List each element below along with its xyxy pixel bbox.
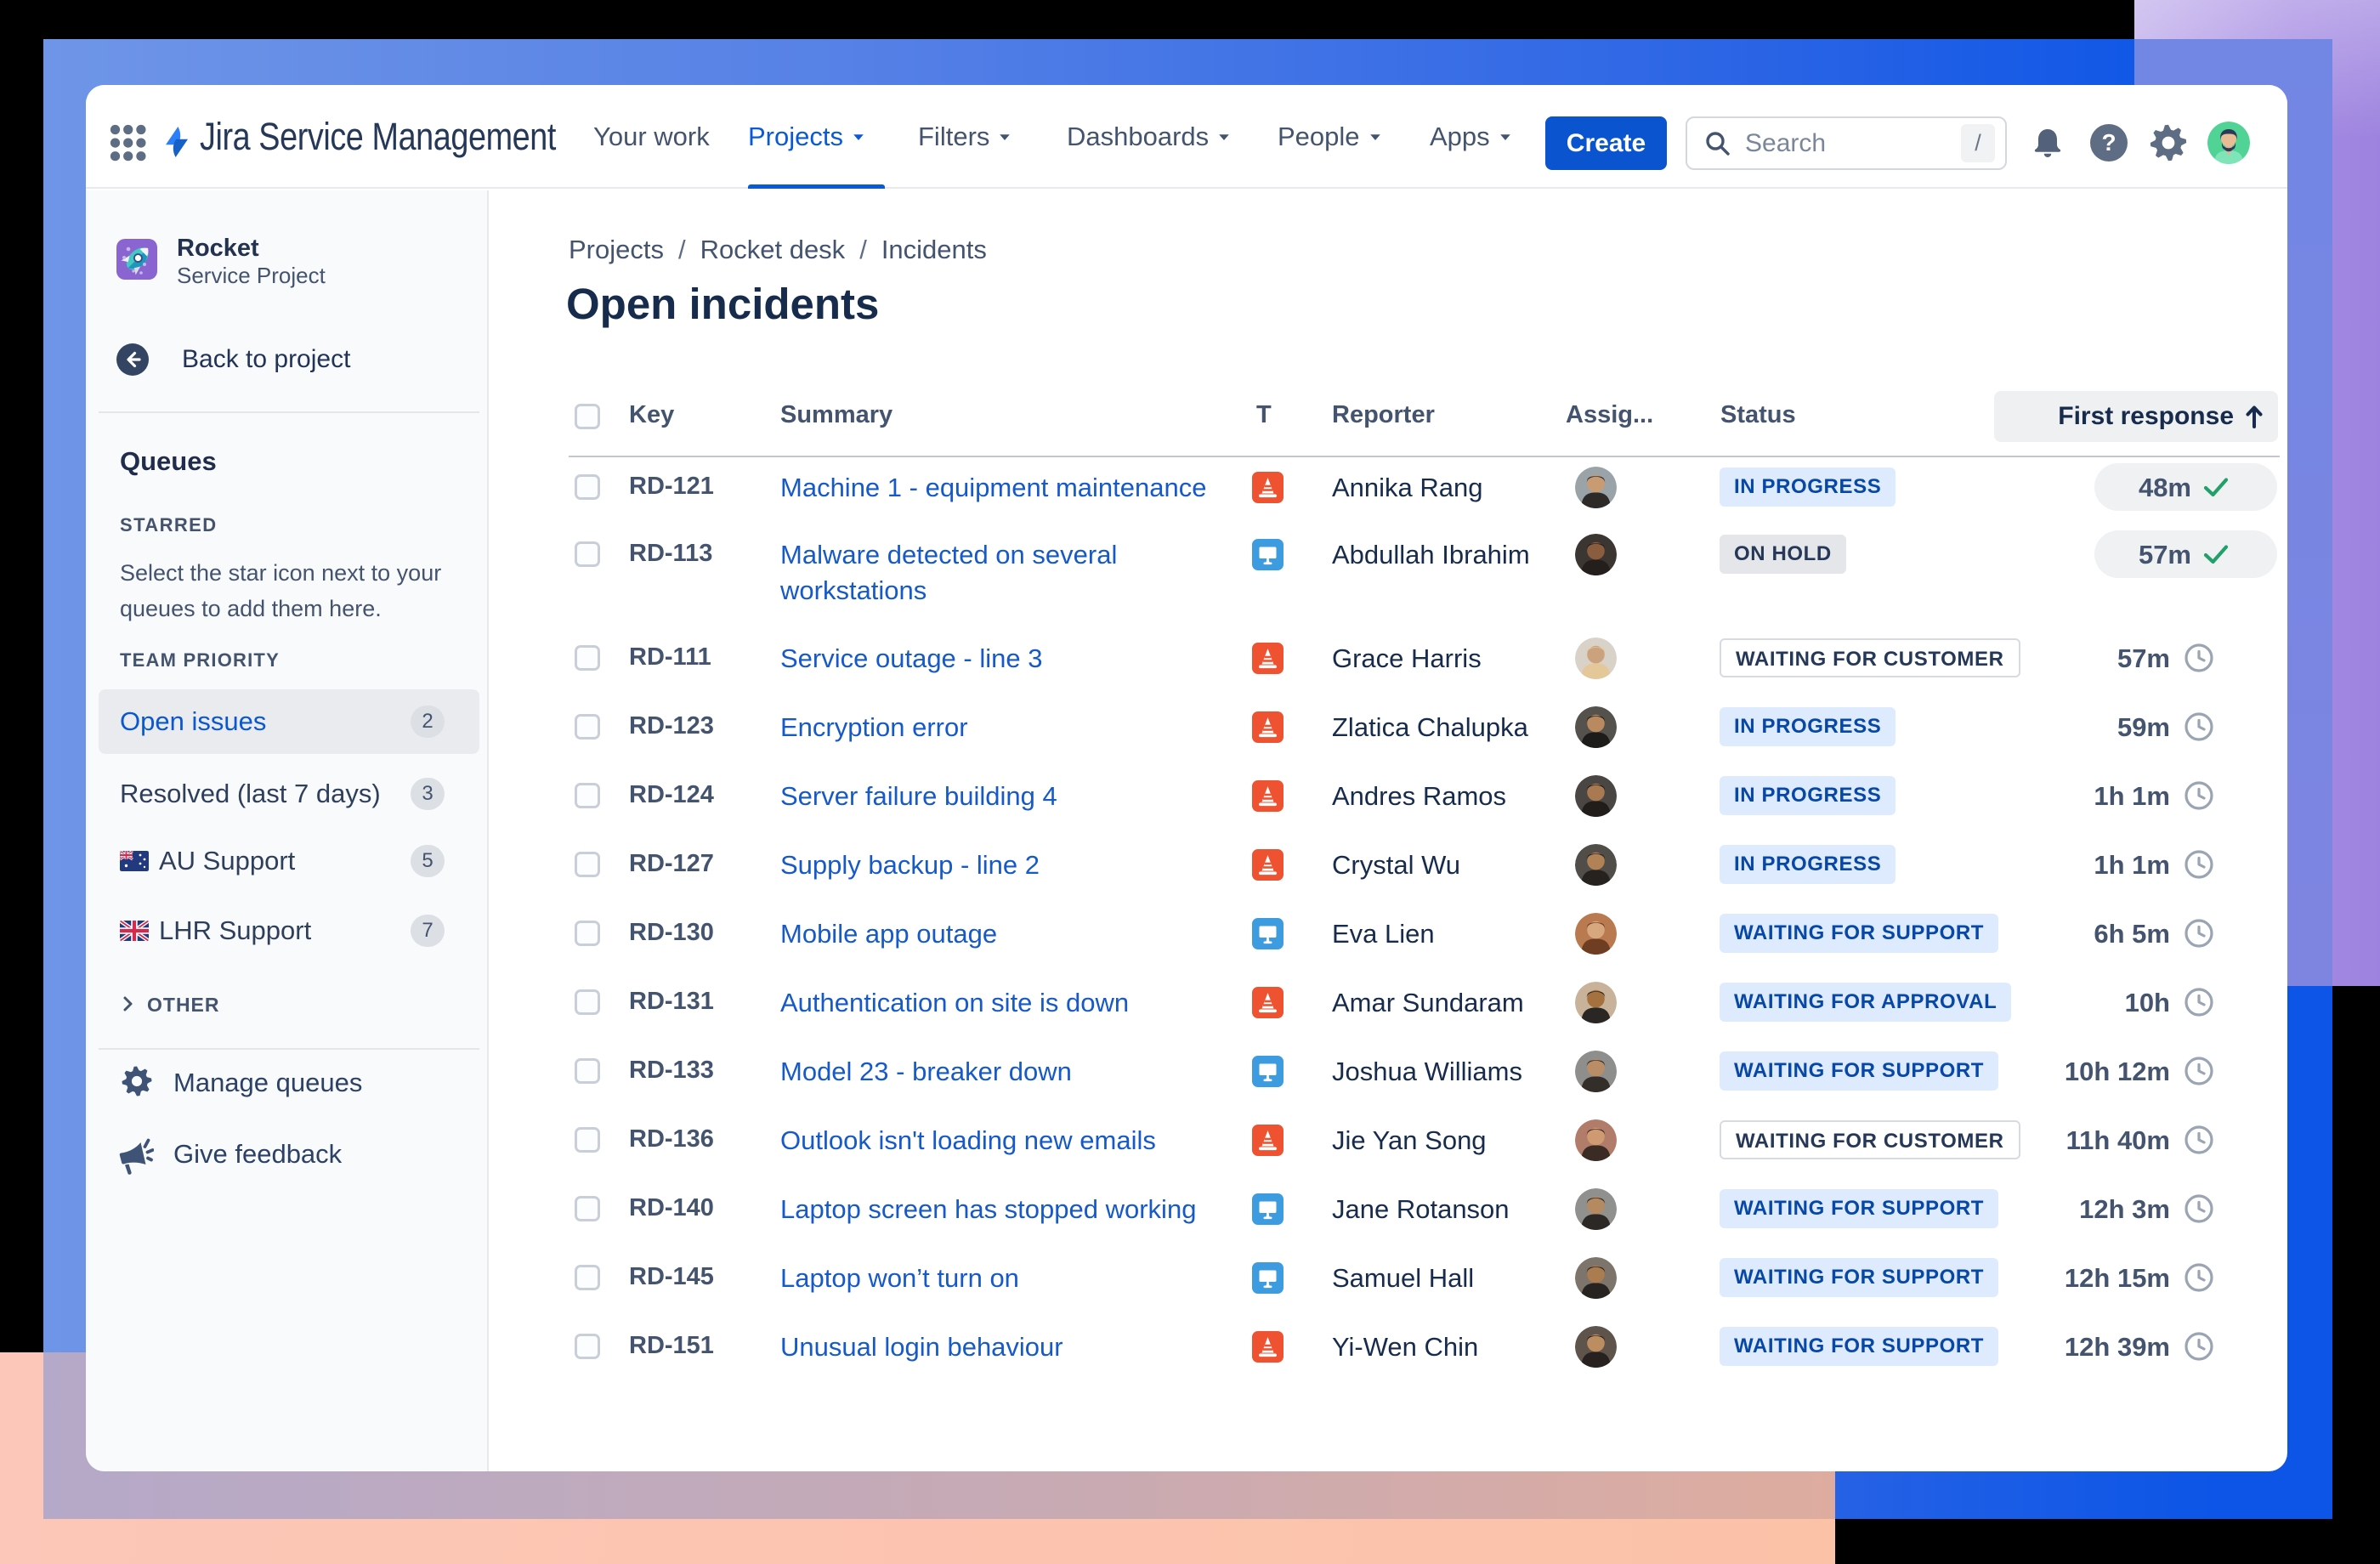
svg-text:?: ? <box>2101 129 2116 156</box>
